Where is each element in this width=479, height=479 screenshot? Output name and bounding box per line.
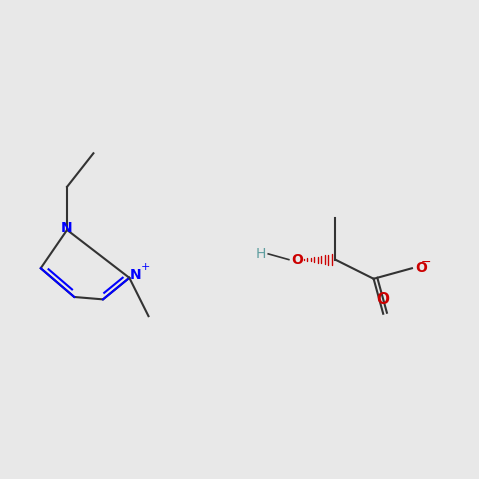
Text: N: N bbox=[60, 221, 72, 235]
Text: −: − bbox=[421, 256, 432, 269]
Text: O: O bbox=[292, 252, 303, 267]
Text: O: O bbox=[376, 292, 390, 307]
Text: H: H bbox=[255, 247, 266, 261]
Text: +: + bbox=[140, 262, 150, 272]
Text: O: O bbox=[415, 261, 427, 275]
Text: N: N bbox=[130, 268, 141, 283]
